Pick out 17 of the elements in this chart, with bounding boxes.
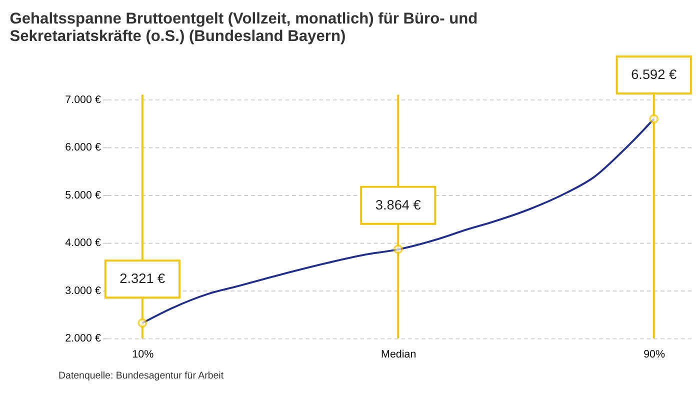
- y-tick-label: 4.000 €: [65, 237, 101, 250]
- y-tick-label: 5.000 €: [65, 189, 101, 202]
- data-label: 2.321 €: [120, 271, 166, 286]
- x-tick-label: 10%: [132, 348, 154, 360]
- point: [649, 114, 659, 124]
- data-label: 6.592 €: [631, 66, 677, 82]
- point: [138, 318, 148, 328]
- y-tick-label: 7.000 €: [65, 94, 101, 106]
- x-tick-label: 90%: [644, 348, 666, 360]
- x-tick-label: Median: [381, 348, 416, 360]
- data-label: 3.864 €: [375, 197, 422, 212]
- chart-title: Gehaltsspanne Bruttoentgelt (Vollzeit, monatlich) für Büro- und Sekretariatskräfte (o.S.) (Bundesland Bayern): [10, 10, 478, 45]
- point: [393, 244, 403, 254]
- text: Datenquelle: Bundesagentur für Arbeit: [58, 370, 224, 382]
- y-tick-label: 6.000 €: [65, 142, 101, 154]
- y-tick-label: 2.000 €: [65, 332, 101, 345]
- y-tick-label: 3.000 €: [65, 284, 101, 297]
